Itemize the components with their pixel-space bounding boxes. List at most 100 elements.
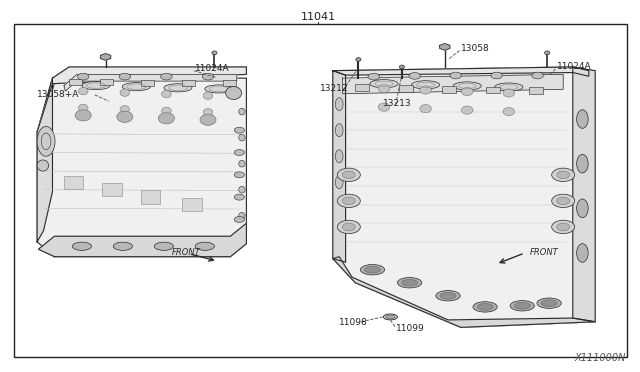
Ellipse shape bbox=[72, 242, 92, 250]
Ellipse shape bbox=[195, 242, 214, 250]
Circle shape bbox=[450, 72, 461, 79]
Circle shape bbox=[337, 194, 360, 208]
Circle shape bbox=[119, 73, 131, 80]
Text: 11024A: 11024A bbox=[557, 62, 591, 71]
Polygon shape bbox=[37, 84, 52, 242]
Ellipse shape bbox=[412, 81, 440, 89]
Polygon shape bbox=[333, 67, 589, 76]
Ellipse shape bbox=[120, 89, 130, 96]
Ellipse shape bbox=[122, 83, 150, 91]
Circle shape bbox=[342, 197, 355, 205]
Text: FRONT: FRONT bbox=[530, 248, 559, 257]
Polygon shape bbox=[38, 223, 246, 257]
Ellipse shape bbox=[577, 199, 588, 218]
Circle shape bbox=[552, 194, 575, 208]
Text: 13213: 13213 bbox=[383, 99, 412, 108]
Ellipse shape bbox=[473, 302, 497, 312]
Text: 13058: 13058 bbox=[461, 44, 490, 53]
Ellipse shape bbox=[440, 292, 456, 299]
Ellipse shape bbox=[399, 65, 404, 69]
Ellipse shape bbox=[335, 124, 343, 137]
Ellipse shape bbox=[239, 186, 245, 193]
Circle shape bbox=[368, 73, 380, 80]
Ellipse shape bbox=[360, 264, 385, 275]
Text: 11024A: 11024A bbox=[195, 64, 230, 73]
Ellipse shape bbox=[154, 242, 173, 250]
Bar bbox=[102, 183, 122, 196]
Ellipse shape bbox=[577, 110, 588, 128]
Ellipse shape bbox=[239, 134, 245, 141]
Ellipse shape bbox=[503, 108, 515, 116]
Circle shape bbox=[77, 73, 89, 80]
Circle shape bbox=[557, 171, 570, 179]
Ellipse shape bbox=[335, 150, 343, 163]
Circle shape bbox=[552, 168, 575, 182]
Bar bbox=[442, 86, 456, 93]
Ellipse shape bbox=[515, 302, 530, 309]
Ellipse shape bbox=[212, 51, 217, 55]
Text: 11098: 11098 bbox=[339, 318, 368, 327]
Circle shape bbox=[342, 223, 355, 231]
Ellipse shape bbox=[397, 278, 422, 288]
Text: 13058+A: 13058+A bbox=[37, 90, 79, 99]
Ellipse shape bbox=[378, 84, 390, 93]
Ellipse shape bbox=[386, 315, 395, 319]
Text: X111000N: X111000N bbox=[575, 353, 626, 363]
Circle shape bbox=[337, 168, 360, 182]
Ellipse shape bbox=[335, 98, 343, 111]
Polygon shape bbox=[573, 67, 595, 322]
Polygon shape bbox=[333, 257, 595, 327]
Bar bbox=[14, 24, 627, 357]
Bar bbox=[69, 79, 82, 85]
Bar bbox=[64, 176, 83, 189]
Polygon shape bbox=[440, 44, 450, 50]
Ellipse shape bbox=[76, 110, 92, 121]
Ellipse shape bbox=[370, 80, 398, 88]
Circle shape bbox=[202, 73, 214, 80]
Polygon shape bbox=[333, 71, 346, 262]
Circle shape bbox=[532, 72, 543, 79]
Ellipse shape bbox=[82, 81, 110, 90]
Bar bbox=[223, 80, 236, 86]
Ellipse shape bbox=[477, 304, 493, 310]
Ellipse shape bbox=[453, 82, 481, 90]
Ellipse shape bbox=[117, 111, 133, 122]
Ellipse shape bbox=[495, 83, 523, 91]
Polygon shape bbox=[333, 67, 595, 327]
Ellipse shape bbox=[503, 89, 515, 97]
Bar bbox=[182, 80, 195, 86]
Ellipse shape bbox=[461, 106, 473, 114]
Circle shape bbox=[234, 172, 244, 178]
Ellipse shape bbox=[420, 105, 431, 113]
Circle shape bbox=[557, 223, 570, 231]
Ellipse shape bbox=[226, 86, 242, 100]
Ellipse shape bbox=[120, 106, 130, 113]
Ellipse shape bbox=[577, 244, 588, 262]
Bar bbox=[182, 198, 202, 211]
Ellipse shape bbox=[164, 84, 192, 92]
Text: 11099: 11099 bbox=[396, 324, 424, 333]
Ellipse shape bbox=[239, 212, 245, 219]
Bar bbox=[100, 79, 113, 85]
Circle shape bbox=[161, 73, 172, 80]
Text: FRONT: FRONT bbox=[172, 248, 200, 257]
Bar bbox=[141, 190, 160, 204]
Ellipse shape bbox=[205, 85, 233, 93]
Ellipse shape bbox=[577, 154, 588, 173]
Bar bbox=[529, 87, 543, 94]
Circle shape bbox=[409, 73, 420, 79]
Ellipse shape bbox=[200, 114, 216, 125]
Ellipse shape bbox=[335, 176, 343, 189]
Text: 13212: 13212 bbox=[320, 84, 349, 93]
Ellipse shape bbox=[545, 51, 550, 55]
Ellipse shape bbox=[365, 266, 380, 273]
Circle shape bbox=[557, 197, 570, 205]
Polygon shape bbox=[100, 54, 111, 60]
Polygon shape bbox=[37, 78, 246, 257]
Ellipse shape bbox=[510, 301, 534, 311]
Bar bbox=[399, 85, 413, 92]
Bar bbox=[355, 84, 369, 91]
Ellipse shape bbox=[239, 108, 245, 115]
Ellipse shape bbox=[537, 298, 561, 308]
Ellipse shape bbox=[79, 87, 88, 95]
